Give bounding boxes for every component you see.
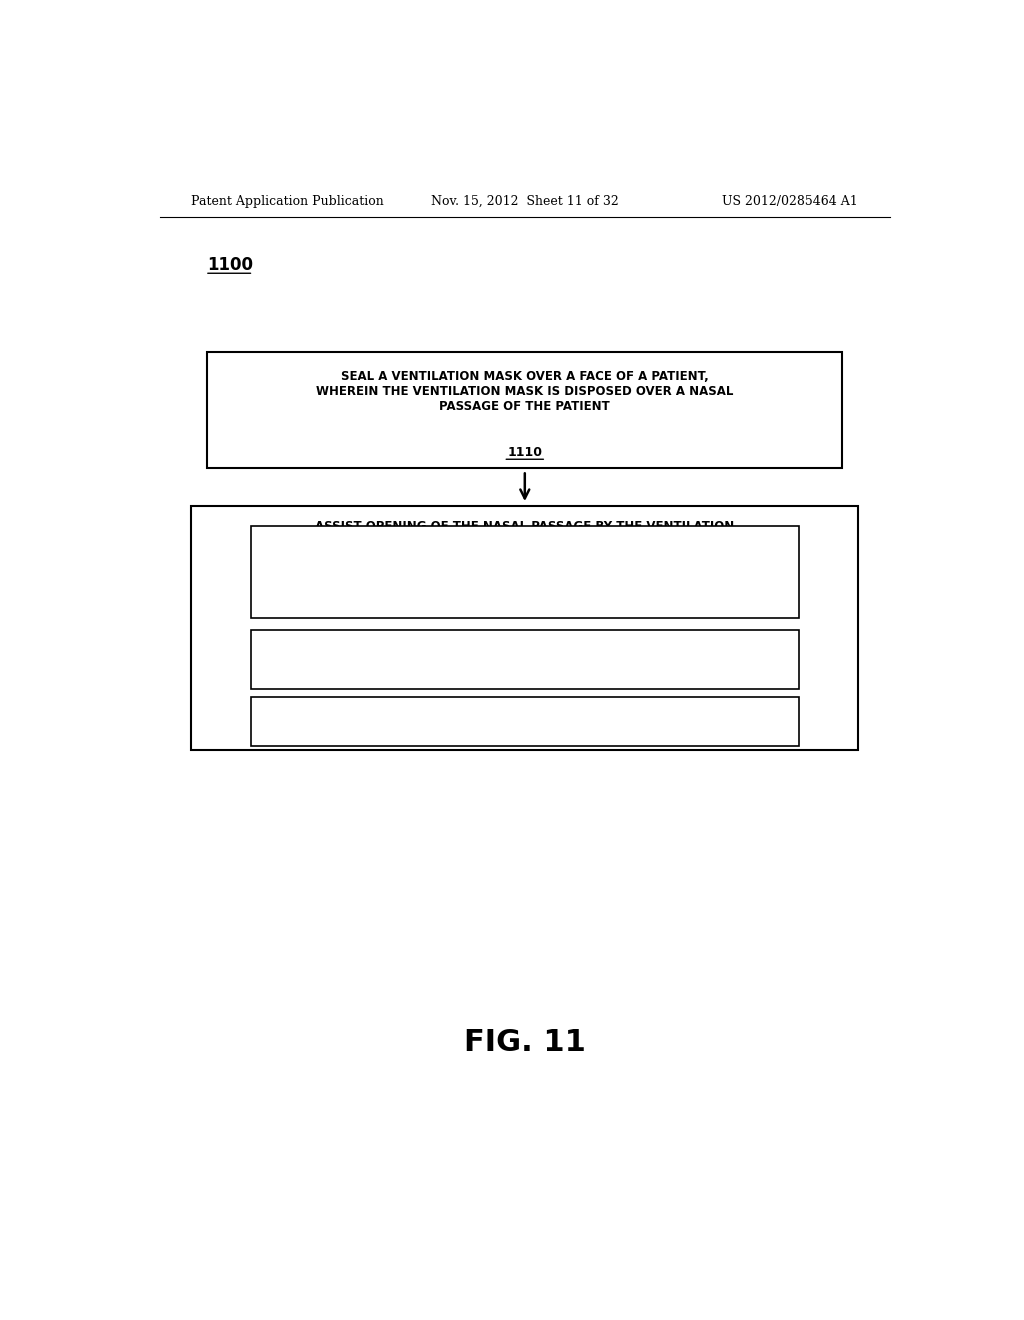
- FancyBboxPatch shape: [207, 351, 842, 469]
- Text: 1122: 1122: [507, 601, 543, 614]
- Text: ASSIST OPENING OF THE NASAL PASSAGE BY THE VENTILATION
MASK DISPOSED OVER THE NA: ASSIST OPENING OF THE NASAL PASSAGE BY T…: [315, 520, 734, 549]
- FancyBboxPatch shape: [251, 697, 799, 746]
- Text: 1120: 1120: [507, 561, 543, 573]
- FancyBboxPatch shape: [191, 506, 858, 750]
- Text: SEAL A VENTILATION MASK OVER A FACE OF A PATIENT,
WHEREIN THE VENTILATION MASK I: SEAL A VENTILATION MASK OVER A FACE OF A…: [316, 370, 733, 413]
- Text: Nov. 15, 2012  Sheet 11 of 32: Nov. 15, 2012 Sheet 11 of 32: [431, 194, 618, 207]
- Text: FIG. 11: FIG. 11: [464, 1028, 586, 1057]
- FancyBboxPatch shape: [251, 630, 799, 689]
- Text: 1110: 1110: [507, 446, 543, 458]
- Text: 1100: 1100: [207, 256, 253, 275]
- Text: 1126: 1126: [507, 729, 543, 742]
- Text: 1124: 1124: [507, 672, 543, 685]
- Text: ADJUST A BLADDER: ADJUST A BLADDER: [460, 640, 590, 653]
- Text: US 2012/0285464 A1: US 2012/0285464 A1: [722, 194, 858, 207]
- Text: INCREASE A CROSS-SECTIONAL AREA OF THE NASAL
PASSAGE: INCREASE A CROSS-SECTIONAL AREA OF THE N…: [351, 546, 698, 574]
- FancyBboxPatch shape: [251, 527, 799, 618]
- Text: Patent Application Publication: Patent Application Publication: [191, 194, 384, 207]
- Text: ADJUST A PLURALITY OF BLADDERS: ADJUST A PLURALITY OF BLADDERS: [407, 702, 643, 715]
